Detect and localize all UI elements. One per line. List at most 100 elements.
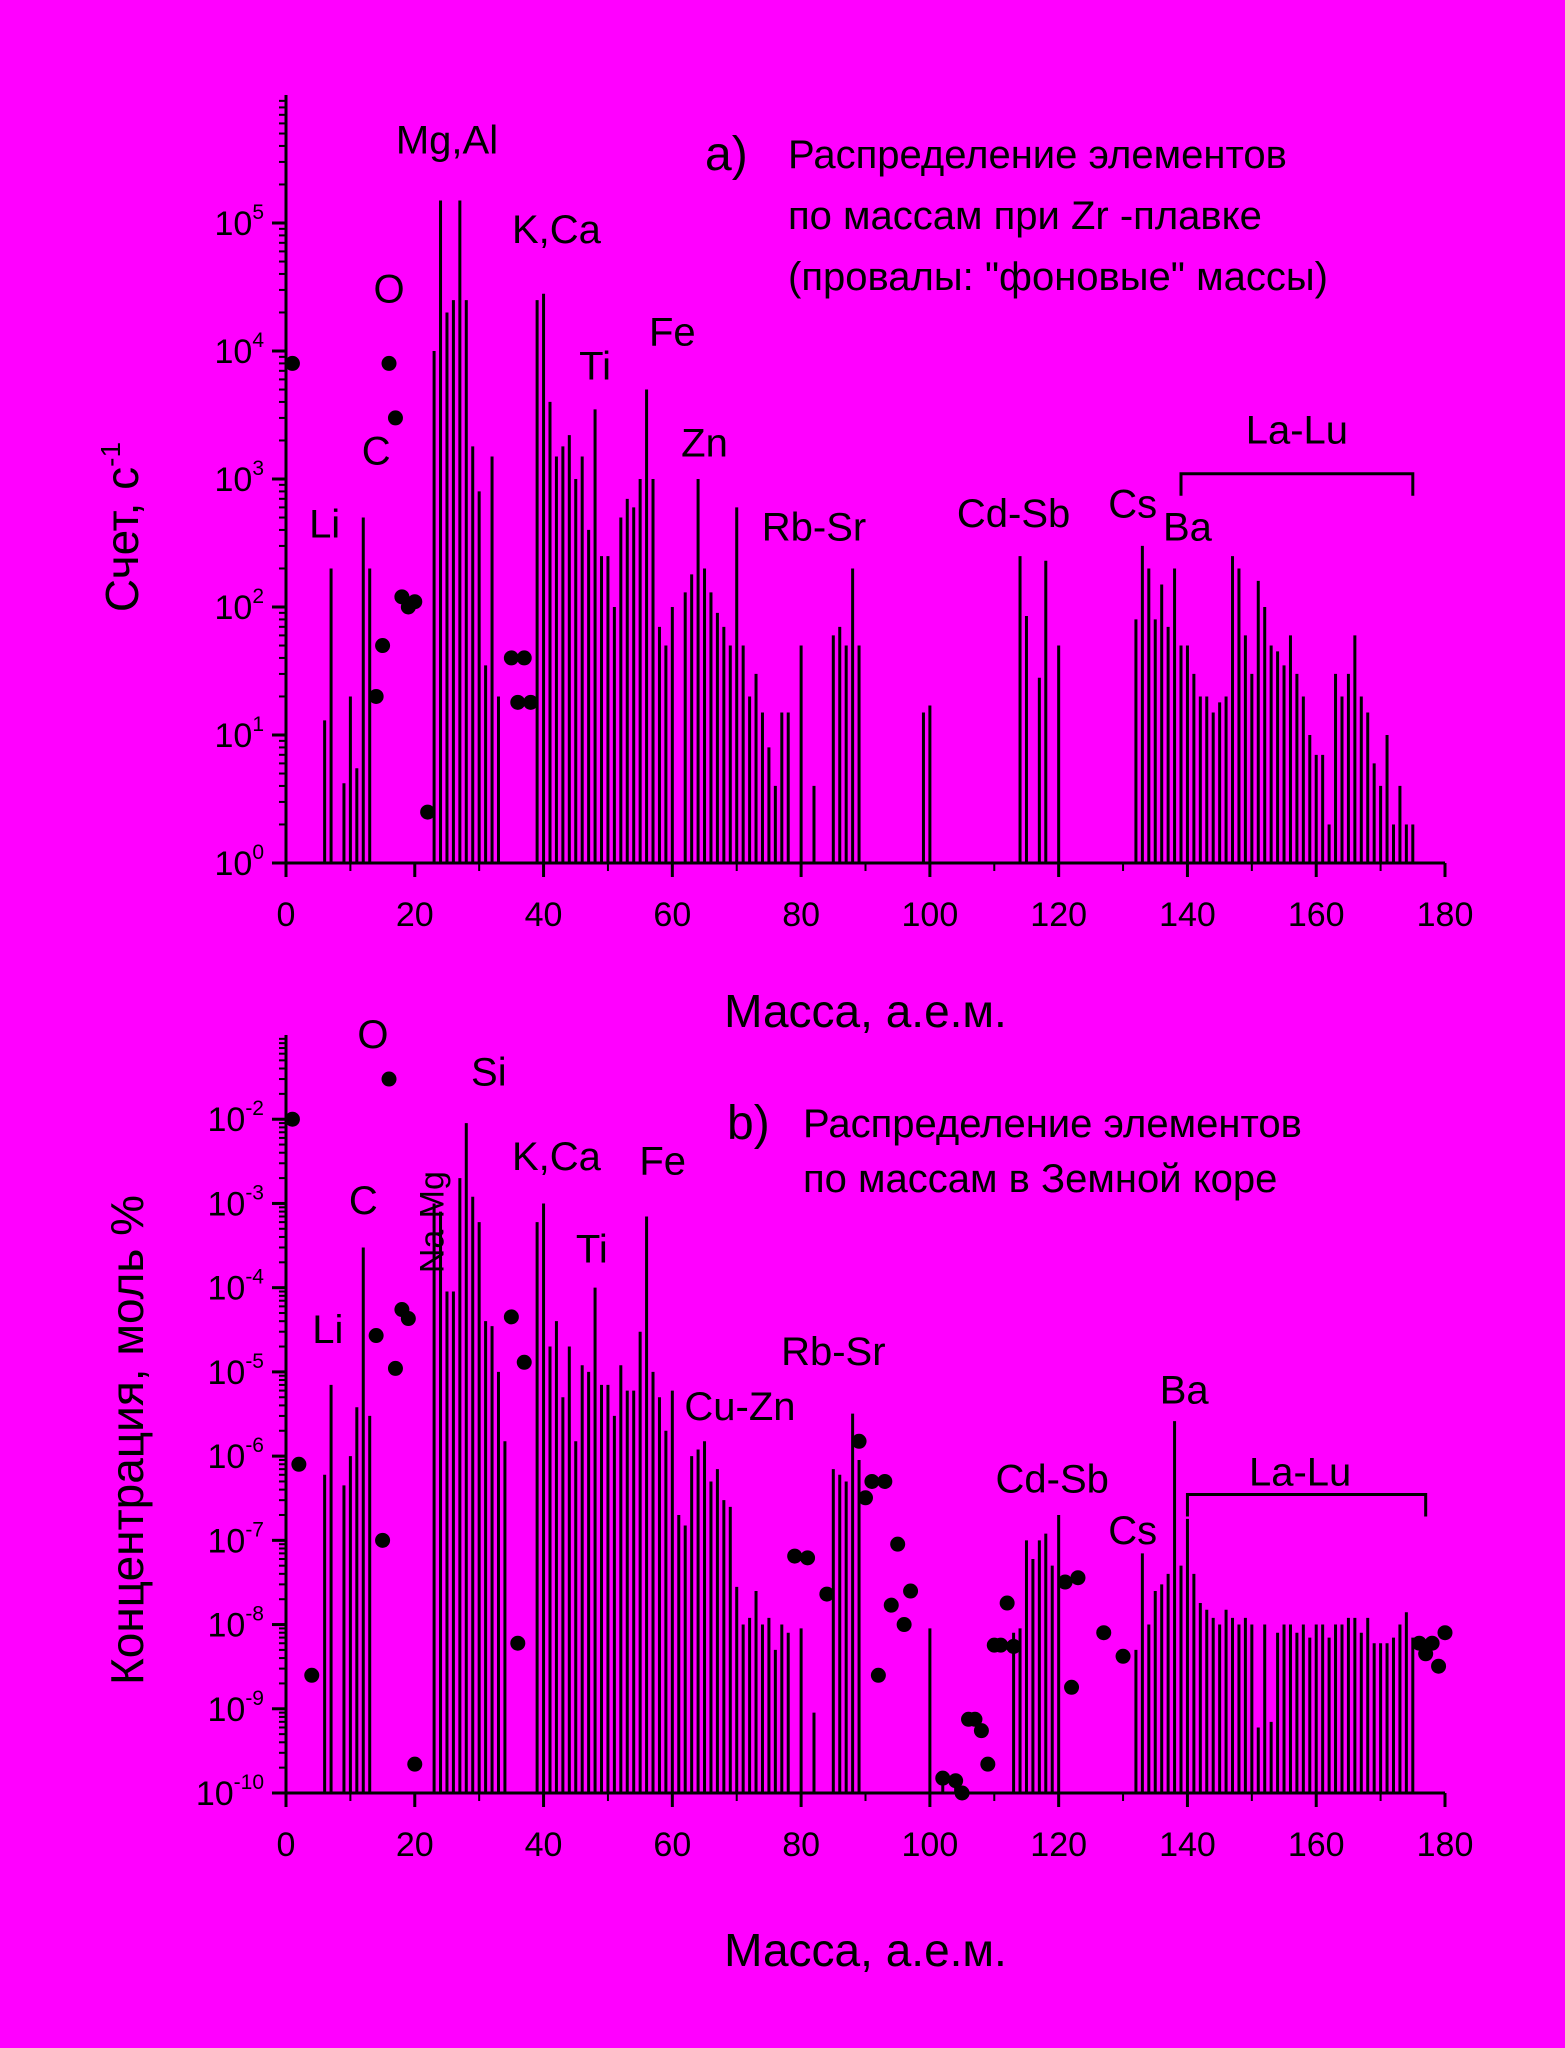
data-point (890, 1536, 906, 1552)
element-label: Cu-Zn (684, 1385, 795, 1429)
element-label: La-Lu (1249, 1450, 1351, 1494)
element-label: Ti (579, 344, 611, 388)
element-label: Si (471, 1051, 507, 1095)
y-axis-label: Счет, с-1 (95, 442, 148, 612)
chart-panel-a: 100 101 102 103 104 105 0 20 40 60 80 100 120 140 160 1… (95, 95, 1473, 1037)
element-label: Fe (649, 311, 696, 355)
x-tick-label: 100 (902, 896, 959, 934)
element-label: Rb-Sr (762, 506, 866, 550)
data-point (1096, 1625, 1112, 1641)
panel-title-line: Распределение элементов (803, 1102, 1302, 1146)
element-label: Li (309, 502, 340, 546)
data-point (510, 694, 526, 710)
x-tick-label: 20 (396, 896, 434, 934)
data-point (523, 694, 539, 710)
data-point (503, 1309, 519, 1325)
element-label: C (362, 429, 391, 473)
data-point (1064, 1679, 1080, 1695)
data-point (510, 1635, 526, 1651)
x-tick-label: 180 (1417, 1826, 1474, 1864)
y-tick-label: 103 (214, 457, 264, 499)
data-point (877, 1473, 893, 1489)
data-point (858, 1490, 873, 1506)
panel-letter: b) (727, 1097, 770, 1150)
data-point (864, 1473, 880, 1489)
element-label-vertical: Na-Mg (414, 1171, 452, 1273)
y-tick-label: 10-9 (207, 1687, 264, 1729)
data-point (1070, 1570, 1086, 1586)
x-tick-label: 140 (1159, 1826, 1216, 1864)
x-tick-label: 40 (525, 896, 563, 934)
element-label: K,Ca (512, 1135, 602, 1179)
x-tick-label: 40 (525, 1826, 563, 1864)
y-tick-label: 10-4 (207, 1266, 264, 1308)
data-point (291, 1456, 307, 1472)
x-tick-label: 100 (902, 1826, 959, 1864)
data-point (284, 1111, 300, 1127)
la-lu-bracket (1179, 472, 1415, 496)
x-axis-label: Масса, а.е.м. (724, 985, 1007, 1037)
data-point (1115, 1648, 1131, 1664)
panel-letter: a) (705, 128, 748, 181)
data-point (381, 355, 397, 371)
element-label: La-Lu (1246, 408, 1348, 452)
point-series (284, 1071, 1453, 1801)
element-label: Cs (1108, 483, 1157, 527)
element-label: Ba (1160, 1369, 1210, 1413)
panel-title-line: по массам в Земной коре (803, 1157, 1277, 1201)
y-axis-label: Концентрация, моль % (101, 1195, 153, 1685)
y-tick-label: 100 (214, 841, 264, 883)
element-label: O (357, 1013, 388, 1057)
data-point (516, 650, 532, 666)
element-label: Zn (681, 421, 728, 465)
data-point (407, 1756, 423, 1772)
data-point (973, 1723, 989, 1739)
x-tick-label: 120 (1030, 896, 1087, 934)
data-point (387, 410, 403, 426)
data-point (420, 804, 436, 820)
x-tick-label: 60 (653, 896, 691, 934)
y-tick-label: 10-5 (207, 1350, 264, 1392)
data-point (368, 688, 384, 704)
y-tick-label: 10-8 (207, 1603, 264, 1645)
x-tick-label: 60 (653, 1826, 691, 1864)
y-tick-label: 10-7 (207, 1518, 264, 1560)
y-tick-label: 105 (214, 201, 264, 243)
y-tick-label: 10-3 (207, 1181, 264, 1223)
data-point (870, 1667, 886, 1683)
x-tick-label: 0 (277, 1826, 296, 1864)
bar-series (323, 1123, 1415, 1793)
la-lu-bracket (1185, 1493, 1428, 1517)
panel-title-line: (провалы: "фоновые" массы) (788, 255, 1328, 299)
bar-series (323, 200, 1415, 863)
element-label: K,Ca (512, 208, 602, 252)
x-tick-label: 160 (1288, 1826, 1345, 1864)
data-point (503, 650, 519, 666)
x-tick-label: 140 (1159, 896, 1216, 934)
data-point (967, 1711, 983, 1727)
data-point (1006, 1638, 1022, 1654)
x-tick-label: 180 (1417, 896, 1474, 934)
x-tick-label: 0 (277, 896, 296, 934)
element-label: Ti (576, 1227, 608, 1271)
data-point (980, 1756, 996, 1772)
data-point (407, 594, 423, 610)
data-point (787, 1548, 803, 1564)
x-tick-label: 80 (782, 896, 820, 934)
data-point (896, 1617, 912, 1633)
chart-panel-b: 10-10 10-9 10-8 10-7 10-6 10-5 10-4 10-3 10-2 0 20… (101, 1013, 1473, 1976)
data-point (1057, 1574, 1073, 1590)
y-tick-label: 104 (214, 329, 264, 371)
data-point (375, 1532, 391, 1548)
x-tick-label: 20 (396, 1826, 434, 1864)
point-series (284, 355, 539, 820)
data-point (1424, 1635, 1440, 1651)
element-label: Mg,Al (396, 118, 498, 162)
y-tick-label: 10-6 (207, 1434, 264, 1476)
element-label: Ba (1163, 506, 1213, 550)
data-point (400, 1311, 416, 1327)
data-point (993, 1637, 1009, 1653)
data-point (954, 1785, 970, 1801)
